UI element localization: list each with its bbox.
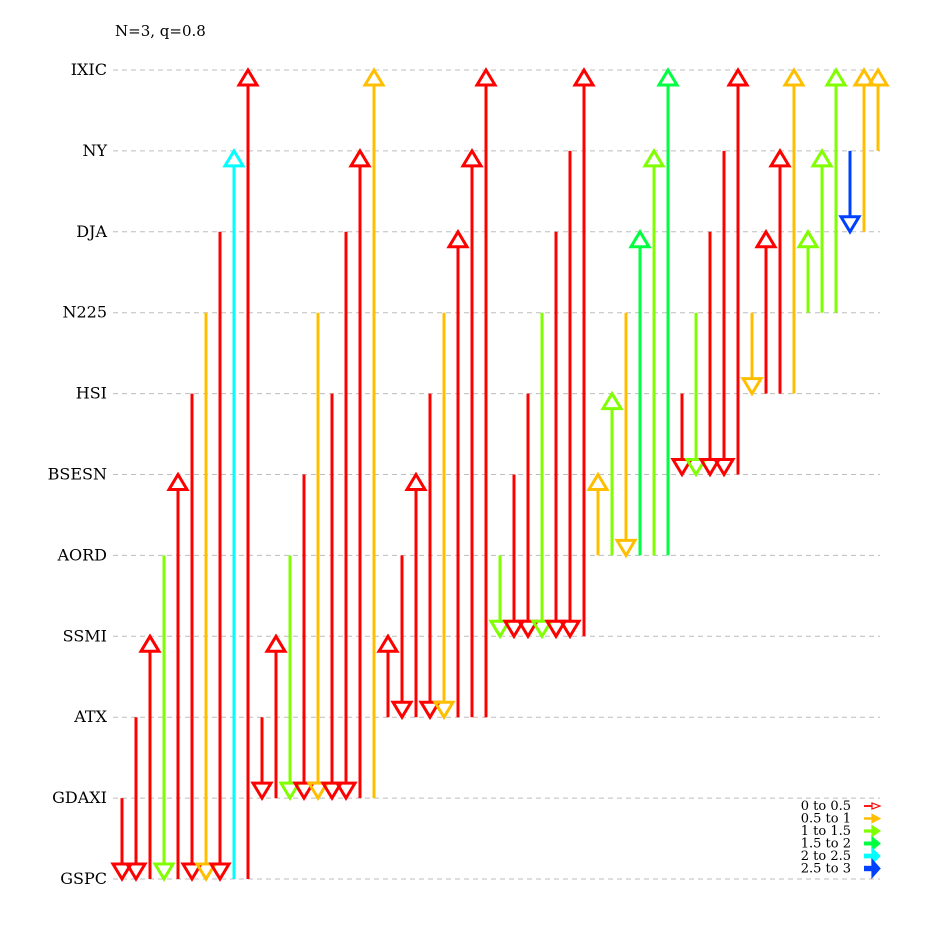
y-label-hsi: HSI (76, 384, 107, 403)
legend-swatch (871, 824, 882, 838)
arrow-atx-to-ny (460, 147, 484, 718)
arrow-dja-to-bsesn (698, 231, 722, 478)
arrow-hsi-to-gspc (180, 393, 204, 882)
legend-entry: 2 to 2.5 (801, 846, 881, 866)
arrow-n225-to-gspc (194, 312, 218, 882)
y-axis-labels: GSPC GDAXI ATX SSMI AORD BSESN HSI N225 DJA NY IXI… (48, 60, 108, 888)
y-label-atx: ATX (73, 707, 107, 726)
arrow-hsi-to-ixic (782, 67, 806, 394)
arrow-n225-to-atx (432, 312, 456, 721)
arrow-gdaxi-to-ixic (362, 67, 386, 799)
arrow-dja-to-gspc (208, 231, 232, 882)
arrow-n225-to-gdaxi (306, 312, 330, 802)
legend-swatch (871, 802, 882, 810)
arrow-aord-to-ssmi (488, 555, 512, 640)
legend-label: 0.5 to 1 (801, 812, 851, 827)
y-label-bsesn: BSESN (48, 465, 107, 484)
arrow-gdaxi-to-ssmi (264, 633, 288, 799)
y-label-dja: DJA (76, 222, 107, 241)
legend-swatch (871, 846, 881, 866)
arrow-atx-to-dja (446, 228, 470, 718)
arrow-n225-to-bsesn (684, 312, 708, 478)
arrow-gspc-to-bsesn (166, 471, 190, 879)
arrow-bsesn-to-ssmi (502, 474, 526, 640)
y-label-gspc: GSPC (60, 869, 107, 888)
arrow-gdaxi-to-gspc (110, 798, 134, 882)
legend-label: 2 to 2.5 (801, 849, 851, 864)
arrow-n225-to-dja (796, 228, 820, 313)
arrow-gspc-to-ssmi (138, 633, 162, 879)
legend-entry: 1.5 to 2 (801, 835, 881, 852)
y-label-gdaxi: GDAXI (52, 788, 107, 807)
arrow-hsi-to-ssmi (516, 393, 540, 640)
arrow-n225-to-aord (614, 312, 638, 559)
legend-swatch (871, 835, 881, 852)
y-label-ssmi: SSMI (63, 626, 107, 645)
chart-title: N=3, q=0.8 (115, 22, 206, 40)
arrow-n225-to-ixic (824, 67, 848, 313)
legend-swatch (871, 813, 882, 824)
legend-entry: 0.5 to 1 (801, 812, 882, 827)
arrow-ny-to-ixic (866, 67, 890, 151)
legend-label: 1.5 to 2 (801, 837, 851, 852)
legend-label: 1 to 1.5 (801, 824, 851, 839)
arrow-aord-to-atx (390, 555, 414, 721)
legend-entry: 2.5 to 3 (801, 857, 881, 880)
arrow-atx-to-gspc (124, 717, 148, 882)
arrows (110, 67, 890, 882)
arrow-gspc-to-ny (222, 147, 246, 879)
arrow-aord-to-bsesn (586, 471, 610, 556)
arrow-dja-to-ixic (852, 67, 876, 232)
arrow-bsesn-to-gdaxi (292, 474, 316, 802)
arrow-ssmi-to-ixic (572, 67, 596, 637)
y-label-ixic: IXIC (71, 60, 107, 79)
arrow-ny-to-ssmi (558, 150, 582, 640)
arrow-n225-to-hsi (740, 312, 764, 397)
arrow-aord-to-gspc (152, 555, 176, 882)
legend: 0 to 0.50.5 to 11 to 1.51.5 to 22 to 2.5… (801, 799, 882, 880)
y-label-n225: N225 (62, 303, 107, 322)
arrow-hsi-to-dja (754, 228, 778, 394)
arrow-gdaxi-to-ny (348, 147, 372, 799)
arrow-aord-to-gdaxi (278, 555, 302, 802)
arrow-gspc-to-ixic (236, 67, 260, 879)
arrow-hsi-to-atx (418, 393, 442, 721)
arrow-aord-to-dja (628, 228, 652, 556)
arrow-n225-to-ny (810, 147, 834, 313)
arrow-bsesn-to-ixic (726, 67, 750, 475)
arrow-n225-to-ssmi (530, 312, 554, 640)
legend-entry: 1 to 1.5 (801, 824, 882, 839)
y-label-aord: AORD (56, 545, 107, 564)
arrow-ny-to-dja (838, 150, 862, 235)
arrow-hsi-to-bsesn (670, 393, 694, 478)
y-label-ny: NY (82, 141, 107, 160)
arrow-atx-to-ixic (474, 67, 498, 718)
arrow-dja-to-ssmi (544, 231, 568, 640)
legend-entry: 0 to 0.5 (801, 799, 882, 814)
arrow-aord-to-ixic (656, 67, 680, 556)
legend-label: 2.5 to 3 (801, 862, 851, 877)
arrow-aord-to-hsi (600, 390, 624, 556)
arrow-atx-to-bsesn (404, 471, 428, 718)
arrow-atx-to-gdaxi (250, 717, 274, 802)
arrow-atx-to-ssmi (376, 633, 400, 718)
legend-swatch (871, 857, 881, 880)
arrow-ny-to-bsesn (712, 150, 736, 478)
legend-label: 0 to 0.5 (801, 799, 851, 814)
arrow-hsi-to-gdaxi (320, 393, 344, 802)
arrow-aord-to-ny (642, 147, 666, 556)
arrow-dja-to-gdaxi (334, 231, 358, 802)
arrow-hsi-to-ny (768, 147, 792, 394)
gridlines (113, 69, 880, 880)
